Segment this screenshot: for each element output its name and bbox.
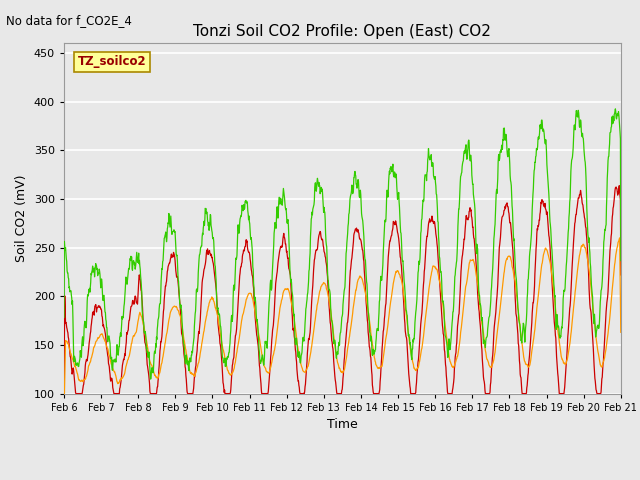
Y-axis label: Soil CO2 (mV): Soil CO2 (mV) [15, 175, 28, 262]
Text: No data for f_CO2E_4: No data for f_CO2E_4 [6, 14, 132, 27]
Title: Tonzi Soil CO2 Profile: Open (East) CO2: Tonzi Soil CO2 Profile: Open (East) CO2 [193, 24, 492, 39]
Legend: -2cm, -4cm, -8cm: -2cm, -4cm, -8cm [202, 476, 483, 480]
X-axis label: Time: Time [327, 418, 358, 431]
Text: TZ_soilco2: TZ_soilco2 [78, 56, 147, 69]
